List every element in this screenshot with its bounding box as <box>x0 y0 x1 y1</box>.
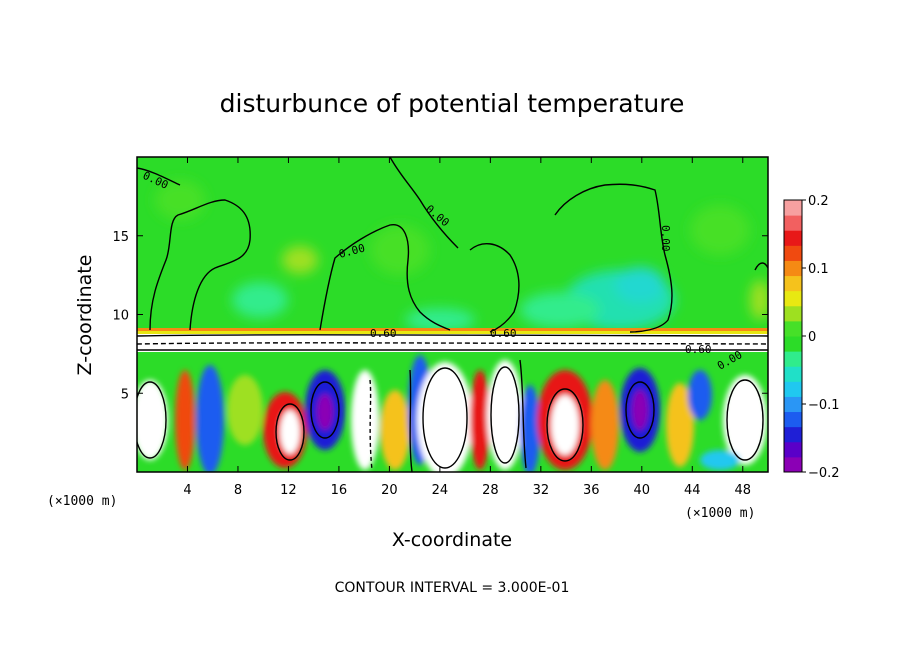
x-tick-label: 8 <box>234 483 242 498</box>
y-tick-label: 15 <box>112 230 129 245</box>
colorbar-tick-label: 0 <box>808 330 816 345</box>
colorbar-swatch <box>784 230 802 246</box>
x-tick-label: 44 <box>684 483 701 498</box>
x-tick-label: 40 <box>634 483 651 498</box>
colorbar-swatch <box>784 456 802 473</box>
contour-lines <box>137 157 768 472</box>
contour-label: 0.60 <box>685 343 712 356</box>
colorbar-swatch <box>784 215 802 231</box>
colorbar-tick-label: −0.1 <box>808 398 840 413</box>
colorbar-swatch <box>784 336 802 352</box>
colorbar-swatch <box>784 200 802 216</box>
colorbar-swatch <box>784 441 802 458</box>
colorbar-tick-label: 0.2 <box>808 194 829 209</box>
colorbar-swatch <box>784 411 802 428</box>
x-tick-label: 36 <box>583 483 600 498</box>
x-unit-label: (×1000 m) <box>685 506 755 521</box>
x-tick-label: 28 <box>482 483 499 498</box>
colorbar-swatch <box>784 320 802 337</box>
x-tick-label: 4 <box>183 483 191 498</box>
colorbar-tick-label: −0.2 <box>808 466 840 481</box>
chart-title: disturbunce of potential temperature <box>220 89 685 118</box>
y-axis: 5 10 15 <box>112 230 768 402</box>
x-tick-label: 16 <box>331 483 348 498</box>
colorbar-swatch <box>784 351 802 367</box>
contour-label: 0.60 <box>490 327 517 340</box>
y-axis-label: Z-coordinate <box>74 255 96 376</box>
colorbar-tick-label: 0.1 <box>808 262 829 277</box>
x-axis: 4 8 12 16 20 24 28 32 36 40 44 48 <box>183 157 751 498</box>
colorbar-swatch <box>784 275 802 292</box>
plot-area: 0.00 0.00 0.00 0.00 0.60 0.60 0.60 0.00 <box>137 157 768 472</box>
colorbar-ticks: 0.2 0.1 0 −0.1 −0.2 <box>802 194 840 481</box>
y-tick-label: 10 <box>112 309 129 324</box>
colorbar-swatch <box>784 396 802 413</box>
colorbar-swatch <box>784 366 802 382</box>
colorbar-swatch <box>784 381 802 397</box>
z-unit-label: (×1000 m) <box>47 494 117 509</box>
x-tick-label: 32 <box>533 483 550 498</box>
contour-label: 0.60 <box>370 327 397 340</box>
colorbar-swatch <box>784 260 802 277</box>
x-tick-label: 12 <box>280 483 297 498</box>
x-axis-label: X-coordinate <box>392 529 512 551</box>
x-tick-label: 24 <box>432 483 449 498</box>
colorbar-swatch <box>784 290 802 307</box>
contour-label: 0.00 <box>659 225 672 252</box>
upper-field-variations <box>155 180 768 332</box>
colorbar-swatch <box>784 305 802 322</box>
colorbar-swatch <box>784 245 802 261</box>
contour-interval-note: CONTOUR INTERVAL = 3.000E-01 <box>335 580 570 596</box>
x-tick-label: 20 <box>381 483 398 498</box>
x-tick-label: 48 <box>734 483 751 498</box>
lower-field-cells <box>137 355 767 472</box>
colorbar-swatch <box>784 426 802 443</box>
y-tick-label: 5 <box>121 387 129 402</box>
colorbar <box>784 200 802 473</box>
